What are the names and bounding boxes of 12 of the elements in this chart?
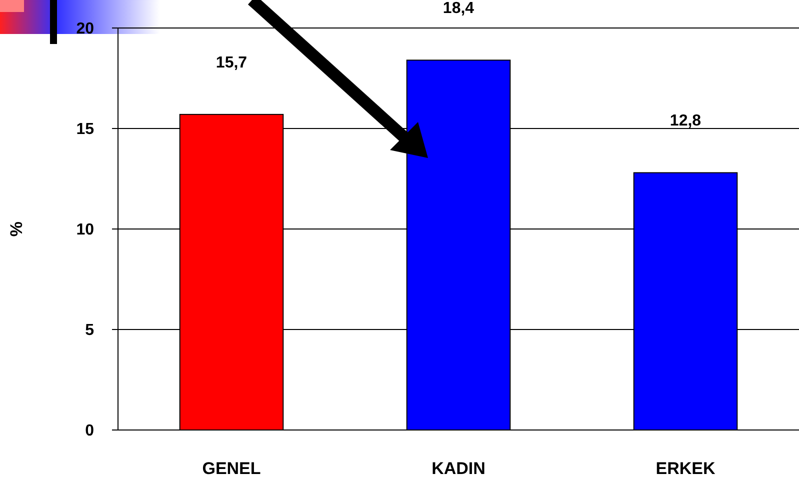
y-tick-label: 10 [76, 222, 94, 239]
y-tick-label: 20 [76, 20, 94, 38]
x-tick-label: ERKEK [656, 459, 716, 478]
data-label: 18,4 [442, 0, 474, 18]
data-label: 12,8 [670, 112, 702, 130]
x-tick-label: GENEL [202, 459, 261, 478]
y-tick-label: 0 [85, 422, 94, 440]
y-tick-label: 5 [85, 322, 94, 340]
data-label: 15,7 [216, 54, 248, 72]
x-tick-label: KADIN [432, 459, 486, 478]
y-axis-title: % [7, 221, 26, 237]
y-tick-label: 15 [76, 121, 94, 138]
